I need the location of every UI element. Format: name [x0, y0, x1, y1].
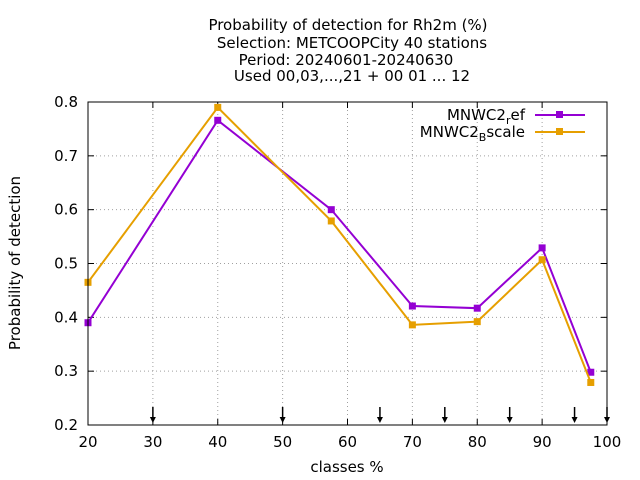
plot-border: [87, 101, 608, 426]
x-tick-label: 80: [468, 433, 487, 451]
x-tick-label: 100: [593, 433, 622, 451]
data-point-series-2: [587, 378, 595, 386]
y-axis-label: Probability of detection: [6, 176, 24, 350]
y-tick-label: 0.3: [54, 362, 78, 380]
data-point-series-1: [408, 302, 416, 310]
data-point-series-1: [214, 116, 222, 124]
series-line-1: [87, 118, 592, 373]
y-tick-label: 0.6: [54, 201, 78, 219]
legend-marker-series-2: [556, 128, 563, 135]
x-tick-label: 40: [208, 433, 227, 451]
y-tick-label: 0.7: [54, 147, 78, 165]
class-arrow-marker: [571, 407, 578, 423]
data-point-series-1: [538, 244, 546, 252]
class-arrow-marker: [506, 407, 513, 423]
data-point-series-2: [408, 321, 416, 329]
class-arrow-markers: [149, 407, 610, 423]
x-tick-label: 20: [78, 433, 97, 451]
data-point-series-1: [473, 304, 481, 312]
y-tick-label: 0.5: [54, 255, 78, 273]
x-axis-label: classes %: [310, 458, 383, 476]
data-point-series-1: [327, 206, 335, 214]
chart-title: Probability of detection for Rh2m (%) Se…: [208, 16, 487, 85]
class-arrow-marker: [149, 407, 156, 423]
y-tick-label: 0.4: [54, 308, 78, 326]
x-tick-label: 60: [338, 433, 357, 451]
legend-marker-series-1: [556, 111, 563, 118]
data-point-series-2: [327, 217, 335, 225]
title-line-4: Used 00,03,...,21 + 00 01 ... 12: [234, 67, 470, 85]
y-tick-label: 0.2: [54, 416, 78, 434]
legend: MNWC2ref MNWC2Bscale: [420, 106, 585, 144]
series-line-2: [87, 105, 592, 383]
grid-lines: [88, 102, 607, 425]
x-tick-label: 90: [533, 433, 552, 451]
x-tick-label: 70: [403, 433, 422, 451]
data-point-series-2: [538, 256, 546, 264]
x-tick-label: 50: [273, 433, 292, 451]
data-point-series-1: [587, 368, 595, 376]
class-arrow-marker: [279, 407, 286, 423]
legend-label-series-2: MNWC2Bscale: [420, 123, 525, 144]
series-lines: [84, 103, 595, 386]
data-point-series-2: [214, 103, 222, 111]
x-tick-label: 30: [143, 433, 162, 451]
title-line-3: Period: 20240601-20240630: [239, 51, 454, 69]
x-axis-ticks: 20 30 40 50 60 70 80 90 100: [78, 102, 621, 451]
class-arrow-marker: [441, 407, 448, 423]
class-arrow-marker: [376, 407, 383, 423]
legend-label-series-1: MNWC2ref: [447, 106, 526, 127]
title-line-2: Selection: METCOOPCity 40 stations: [217, 34, 487, 52]
y-tick-label: 0.8: [54, 93, 78, 111]
title-line-1: Probability of detection for Rh2m (%): [208, 16, 487, 34]
data-point-series-2: [473, 318, 481, 326]
